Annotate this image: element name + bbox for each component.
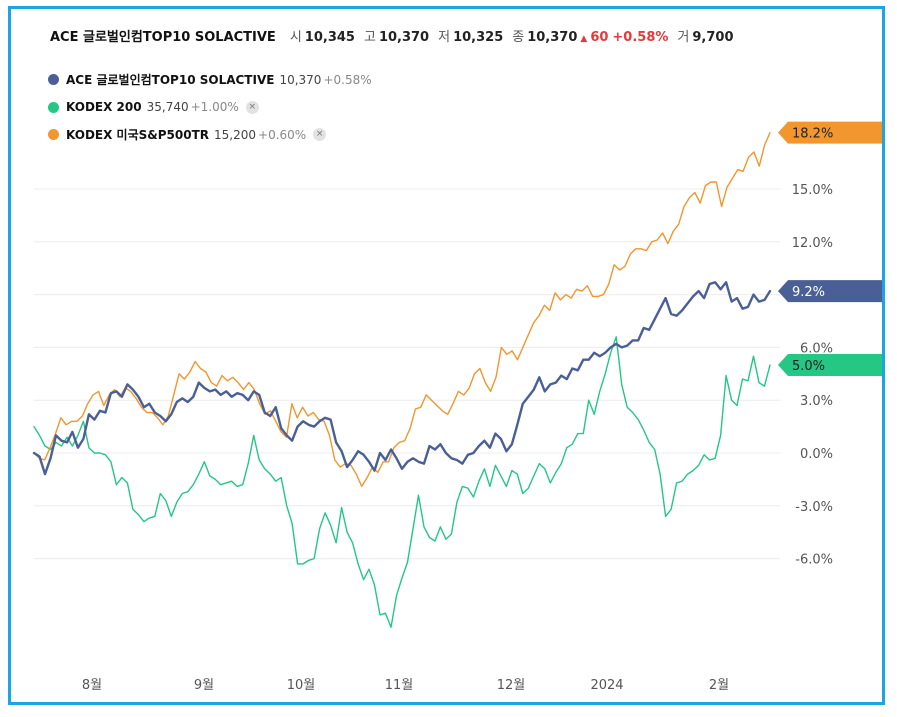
legend-series-name: KODEX 200 [66, 100, 142, 115]
high-label: 고 [363, 30, 376, 45]
legend-item: KODEX 미국S&P500TR 15,200 +0.60% × [48, 121, 379, 149]
close-value: 10,370 [527, 30, 578, 45]
change-percent: +0.58% [612, 30, 669, 45]
price-header: ACE 글로벌인컴TOP10 SOLACTIVE 시 10,345 고 10,3… [50, 26, 743, 45]
end-value-tag [778, 121, 882, 144]
y-tick-label: 0.0% [800, 447, 833, 462]
low-value: 10,325 [453, 30, 504, 45]
y-tick-label: 6.0% [800, 341, 833, 356]
series-color-dot [48, 129, 59, 141]
volume-label: 거 [677, 30, 690, 45]
change-value: 60 [590, 30, 609, 45]
y-tick-label: -3.0% [795, 500, 833, 515]
series-color-dot [48, 74, 59, 86]
remove-series-icon[interactable]: × [313, 128, 327, 142]
legend-item: ACE 글로벌인컴TOP10 SOLACTIVE 10,370 +0.58% [48, 66, 379, 94]
high-value: 10,370 [378, 30, 430, 45]
y-tick-label: 3.0% [800, 394, 833, 409]
legend-series-value: 10,370 [279, 72, 322, 87]
legend-item: KODEX 200 35,740 +1.00% × [48, 94, 379, 122]
y-tick-label: 15.0% [792, 183, 833, 198]
legend-series-value: 15,200 [214, 127, 257, 142]
volume-value: 9,700 [692, 30, 734, 45]
legend-series-name: ACE 글로벌인컴TOP10 SOLACTIVE [66, 73, 275, 88]
x-tick-label: 2월 [709, 678, 729, 693]
legend-series-change: +0.60% [258, 127, 307, 142]
chart-frame [8, 6, 885, 705]
end-value-tag [778, 354, 882, 376]
x-tick-label: 8월 [82, 678, 102, 693]
end-value-label: 9.2% [792, 285, 825, 300]
x-tick-label: 9월 [194, 678, 214, 693]
open-label: 시 [289, 30, 302, 45]
remove-series-icon[interactable]: × [245, 100, 259, 114]
end-value-label: 5.0% [792, 359, 825, 374]
series-line [32, 281, 772, 476]
legend-series-value: 35,740 [146, 100, 189, 115]
close-label: 종 [512, 30, 525, 45]
low-label: 저 [438, 30, 451, 45]
instrument-title: ACE 글로벌인컴TOP10 SOLACTIVE [50, 30, 276, 45]
x-tick-label: 11월 [385, 678, 414, 693]
series-line [33, 336, 771, 628]
open-value: 10,345 [304, 30, 355, 45]
end-value-label: 18.2% [792, 127, 833, 142]
legend-series-change: +0.58% [323, 72, 372, 87]
x-tick-label: 2024 [590, 678, 623, 693]
series-legend: ACE 글로벌인컴TOP10 SOLACTIVE 10,370 +0.58% K… [48, 66, 379, 149]
y-tick-label: -6.0% [795, 553, 833, 568]
up-triangle-icon: ▲ [580, 34, 588, 44]
y-tick-label: 12.0% [792, 236, 833, 251]
legend-series-name: KODEX 미국S&P500TR [66, 128, 210, 143]
series-color-dot [48, 101, 59, 113]
end-value-tag [778, 280, 882, 303]
series-line [33, 131, 771, 488]
x-tick-label: 12월 [497, 678, 526, 693]
legend-series-change: +1.00% [190, 100, 239, 115]
x-tick-label: 10월 [287, 678, 316, 693]
